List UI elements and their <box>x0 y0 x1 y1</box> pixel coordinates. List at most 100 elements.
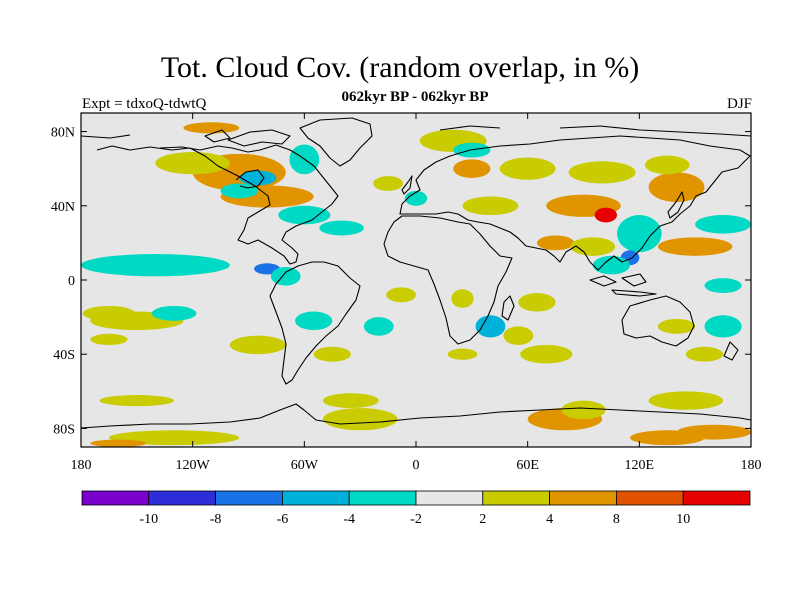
anomaly-region <box>319 220 364 236</box>
coast-new-zealand <box>723 341 739 361</box>
colorbar-bin <box>281 490 350 506</box>
anomaly-region <box>657 318 696 334</box>
anomaly-region <box>322 393 379 409</box>
anomaly-region <box>155 151 230 175</box>
coast-indonesia <box>589 273 657 297</box>
anomaly-region <box>568 161 636 184</box>
anomaly-region <box>594 207 617 223</box>
anomaly-region <box>592 255 631 275</box>
y-tick-label: 80N <box>51 126 75 141</box>
anomaly-region <box>570 237 616 256</box>
colorbar-bin <box>682 490 751 506</box>
colorbar-bin <box>616 490 684 506</box>
anomaly-region <box>220 183 258 199</box>
anomaly-region <box>644 155 690 175</box>
anomaly-region <box>322 408 398 431</box>
colorbar: -10 -8 -6 -4 -2 2 4 8 10 <box>81 490 751 527</box>
x-tick-label: 60W <box>291 458 319 473</box>
anomaly-region <box>453 159 491 178</box>
anomaly-region <box>462 196 519 216</box>
y-tick-label: 0 <box>68 274 75 289</box>
coast-antarctica <box>81 403 751 429</box>
coast-europe-asia <box>399 135 751 271</box>
x-tick-label: 120E <box>625 458 655 473</box>
colorbar-label: -6 <box>277 512 289 527</box>
anomaly-region <box>503 326 534 345</box>
experiment-label: Expt = tdxoQ-tdwtQ <box>82 96 207 112</box>
coast-south-america <box>269 261 361 385</box>
anomaly-region <box>617 215 662 253</box>
y-tick-label: 40N <box>51 200 75 215</box>
coast-north-america <box>96 144 339 265</box>
y-tick-label: 40S <box>53 348 75 363</box>
anomaly-region <box>270 267 301 286</box>
colorbar-label: -4 <box>343 512 355 527</box>
x-tick-label: 180 <box>71 458 92 473</box>
plot-subtitle: 062kyr BP - 062kyr BP <box>341 89 489 105</box>
anomaly-region <box>386 287 416 303</box>
anomaly-region <box>99 395 175 407</box>
anomaly-region <box>518 292 556 312</box>
anomaly-region <box>648 391 724 410</box>
coast-hudson-bay <box>235 169 265 189</box>
coastlines <box>81 117 751 429</box>
coast-greenland <box>299 117 373 167</box>
y-tick-label: 80S <box>53 422 75 437</box>
anomaly-region <box>499 157 556 180</box>
anomaly-region <box>657 237 733 256</box>
anomaly-region <box>229 335 286 355</box>
anomaly-region <box>447 348 478 360</box>
anomaly-region <box>404 190 428 206</box>
anomaly-region <box>451 289 474 308</box>
anomaly-layer <box>81 122 751 447</box>
axis-ticks: 180 120W 60W 0 60E 120E 180 80N 40N 0 40S 80S <box>51 113 762 473</box>
colorbar-label: -10 <box>139 512 158 527</box>
coast-australia <box>621 295 695 347</box>
anomaly-region <box>475 315 506 338</box>
plot-title: Tot. Cloud Cov. (random overlap, in %) <box>160 51 640 84</box>
anomaly-region <box>685 346 724 362</box>
colorbar-bin <box>215 490 283 506</box>
colorbar-bin <box>549 490 617 506</box>
anomaly-region <box>151 305 197 321</box>
colorbar-label: -8 <box>210 512 222 527</box>
anomaly-region <box>561 400 606 420</box>
coast-japan <box>667 191 685 219</box>
anomaly-region <box>278 205 331 225</box>
coast-madagascar <box>501 295 515 321</box>
anomaly-region <box>536 235 575 251</box>
anomaly-region <box>704 315 742 338</box>
anomaly-region <box>183 122 240 134</box>
colorbar-label: -2 <box>410 512 422 527</box>
x-tick-label: 60E <box>516 458 539 473</box>
coast-arctic-islands <box>204 129 291 147</box>
colorbar-bin <box>482 490 550 506</box>
coast-uk <box>401 175 413 195</box>
anomaly-region <box>295 311 333 331</box>
colorbar-bin <box>81 490 150 506</box>
colorbar-bin <box>148 490 217 506</box>
colorbar-label: 8 <box>613 512 620 527</box>
coast-arctic-north <box>81 125 751 139</box>
x-tick-label: 180 <box>741 458 762 473</box>
anomaly-region <box>90 439 147 447</box>
x-tick-label: 120W <box>176 458 211 473</box>
colorbar-label: 10 <box>676 512 690 527</box>
colorbar-bin <box>415 490 484 506</box>
x-tick-label: 0 <box>413 458 420 473</box>
anomaly-region <box>695 215 751 234</box>
colorbar-label: 4 <box>546 512 553 527</box>
anomaly-region <box>520 344 573 364</box>
anomaly-region <box>630 430 705 446</box>
anomaly-region <box>363 317 394 336</box>
anomaly-region <box>704 278 742 293</box>
colorbar-bin <box>348 490 417 506</box>
coast-africa <box>383 215 513 345</box>
anomaly-region <box>90 333 128 345</box>
anomaly-region <box>313 346 351 362</box>
colorbar-label: 2 <box>479 512 486 527</box>
anomaly-region <box>81 254 230 277</box>
anomaly-region <box>373 176 403 191</box>
season-label: DJF <box>726 96 752 112</box>
